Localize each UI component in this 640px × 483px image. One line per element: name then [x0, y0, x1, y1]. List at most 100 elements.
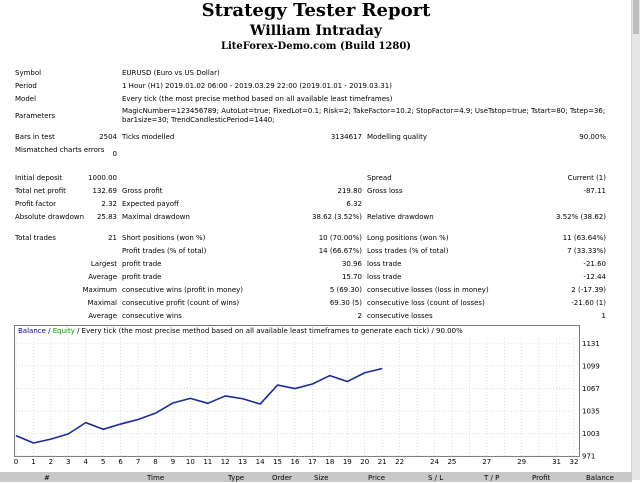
col-sl: S / L: [428, 474, 444, 482]
loss-trades-label: Loss trades (% of total): [367, 247, 449, 255]
x-tick-label: 2: [49, 458, 53, 466]
average2-label: Average: [88, 312, 117, 320]
x-tick-label: 12: [221, 458, 230, 466]
max-cons-wins-label: consecutive wins (profit in money): [122, 286, 244, 294]
initial-deposit-label: Initial deposit: [15, 174, 63, 182]
legend-description: / Every tick (the most precise method ba…: [74, 327, 463, 335]
maximal-cons-loss-label: consecutive loss (count of losses): [367, 299, 485, 307]
x-tick-label: 27: [482, 458, 491, 466]
x-tick-label: 19: [343, 458, 352, 466]
expert-name: William Intraday: [249, 23, 383, 39]
bars-label: Bars in test: [15, 133, 55, 141]
spread-value: Current (1): [567, 174, 606, 182]
x-tick-label: 18: [325, 458, 334, 466]
profit-factor-value: 2.32: [101, 200, 117, 208]
profit-trades-value: 14 (66.67%): [318, 247, 362, 255]
col-number: #: [44, 474, 50, 482]
x-tick-label: 20: [360, 458, 369, 466]
avg-cons-losses-label: consecutive losses: [367, 312, 433, 320]
x-tick-label: 17: [308, 458, 317, 466]
balance-series-line: [15, 367, 383, 444]
maximum-label: Maximum: [82, 286, 118, 294]
abs-drawdown-label: Absolute drawdown: [15, 213, 85, 221]
short-positions-value: 10 (70.00%): [318, 234, 362, 242]
expected-payoff-value: 6.32: [346, 200, 362, 208]
period-label: Period: [15, 82, 37, 90]
balance-chart: Balance / Equity / Every tick (the most …: [14, 325, 580, 457]
symbol-value: EURUSD (Euro vs US Dollar): [122, 69, 220, 77]
x-tick-label: 21: [378, 458, 387, 466]
x-tick-label: 15: [273, 458, 282, 466]
largest-loss-value: -21.60: [583, 260, 606, 268]
y-tick-label: 1099: [582, 363, 600, 371]
col-balance: Balance: [586, 474, 614, 482]
x-tick-label: 5: [101, 458, 105, 466]
x-tick-label: 7: [136, 458, 140, 466]
y-tick-label: 1067: [582, 385, 600, 393]
x-tick-label: 8: [153, 458, 157, 466]
largest-profit-label: profit trade: [122, 260, 162, 268]
ticks-value: 3134617: [330, 133, 362, 141]
x-tick-label: 6: [118, 458, 123, 466]
col-profit: Profit: [532, 474, 551, 482]
avg-cons-wins-value: 2: [357, 312, 362, 320]
col-price: Price: [368, 474, 386, 482]
col-type: Type: [228, 474, 245, 482]
average-profit-label: profit trade: [122, 273, 162, 281]
long-positions-label: Long positions (won %): [367, 234, 449, 242]
largest-loss-label: loss trade: [367, 260, 402, 268]
maximal-cons-profit-value: 69.30 (5): [329, 299, 362, 307]
col-time: Time: [147, 474, 165, 482]
chart-legend: Balance / Equity / Every tick (the most …: [18, 327, 463, 336]
chart-canvas: 0 1 2 3 4 5 6 7 8 9 10 11 12 13 14 15 16 17 18 19 20 21 22 24 25…: [14, 338, 600, 466]
x-tick-label: 14: [256, 458, 265, 466]
average-label: Average: [88, 273, 117, 281]
vertical-scrollbar[interactable]: [631, 0, 640, 480]
x-tick-label: 32: [570, 458, 579, 466]
legend-sep: /: [45, 327, 53, 335]
max-cons-wins-value: 5 (69.30): [329, 286, 362, 294]
net-profit-value: 132.69: [92, 187, 118, 195]
legend-balance: Balance: [18, 327, 46, 335]
period-value: 1 Hour (H1) 2019.01.02 06:00 - 2019.03.2…: [122, 82, 392, 90]
quality-label: Modelling quality: [367, 133, 427, 141]
server-build: LiteForex-Demo.com (Build 1280): [220, 41, 412, 52]
average-loss-label: loss trade: [367, 273, 402, 281]
gross-profit-value: 219.80: [337, 187, 363, 195]
x-tick-label: 31: [552, 458, 561, 466]
largest-label: Largest: [90, 260, 117, 268]
avg-cons-wins-label: consecutive wins: [122, 312, 182, 320]
x-tick-label: 10: [186, 458, 195, 466]
x-tick-label: 29: [517, 458, 526, 466]
loss-trades-value: 7 (33.33%): [567, 247, 606, 255]
x-tick-label: 22: [395, 458, 404, 466]
ticks-label: Ticks modelled: [122, 133, 175, 141]
report-title: Strategy Tester Report: [201, 0, 431, 21]
expected-payoff-label: Expected payoff: [122, 200, 179, 208]
max-drawdown-value: 38.62 (3.52%): [312, 213, 362, 221]
mismatched-value: 0: [112, 150, 117, 158]
y-tick-label: 1131: [582, 340, 600, 348]
x-tick-label: 16: [291, 458, 300, 466]
rel-drawdown-value: 3.52% (38.62): [556, 213, 606, 221]
x-tick-label: 24: [430, 458, 439, 466]
largest-profit-value: 30.96: [341, 260, 362, 268]
maximal-cons-loss-value: -21.60 (1): [571, 299, 606, 307]
max-cons-losses-label: consecutive losses (loss in money): [367, 286, 489, 294]
x-tick-label: 11: [203, 458, 212, 466]
profit-factor-label: Profit factor: [15, 200, 56, 208]
total-trades-label: Total trades: [15, 234, 56, 242]
bars-value: 2504: [99, 133, 117, 141]
parameters-value: MagicNumber=123456789; AutoLot=true; Fix…: [122, 107, 606, 124]
model-value: Every tick (the most precise method base…: [122, 95, 393, 103]
average-loss-value: -12.44: [583, 273, 606, 281]
scrollbar-thumb[interactable]: [633, 0, 639, 34]
total-trades-value: 21: [108, 234, 117, 242]
model-label: Model: [15, 95, 37, 103]
parameters-label: Parameters: [15, 112, 56, 120]
max-cons-losses-value: 2 (-17.39): [571, 286, 606, 294]
net-profit-label: Total net profit: [15, 187, 66, 195]
col-tp: T / P: [484, 474, 500, 482]
col-order: Order: [272, 474, 292, 482]
short-positions-label: Short positions (won %): [122, 234, 206, 242]
